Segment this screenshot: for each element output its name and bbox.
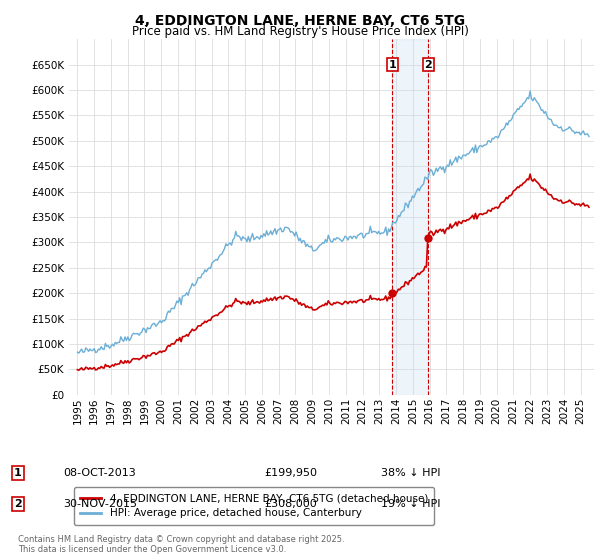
Text: 1: 1 — [388, 59, 396, 69]
Text: 08-OCT-2013: 08-OCT-2013 — [63, 468, 136, 478]
Text: 2: 2 — [14, 499, 22, 509]
Text: 2: 2 — [424, 59, 432, 69]
Text: £308,000: £308,000 — [264, 499, 317, 509]
Bar — [392, 39, 428, 395]
Legend: 4, EDDINGTON LANE, HERNE BAY, CT6 5TG (detached house), HPI: Average price, deta: 4, EDDINGTON LANE, HERNE BAY, CT6 5TG (d… — [74, 487, 434, 525]
Text: 38% ↓ HPI: 38% ↓ HPI — [381, 468, 440, 478]
Text: Contains HM Land Registry data © Crown copyright and database right 2025.
This d: Contains HM Land Registry data © Crown c… — [18, 535, 344, 554]
Text: 30-NOV-2015: 30-NOV-2015 — [63, 499, 137, 509]
Text: Price paid vs. HM Land Registry's House Price Index (HPI): Price paid vs. HM Land Registry's House … — [131, 25, 469, 38]
Text: 4, EDDINGTON LANE, HERNE BAY, CT6 5TG: 4, EDDINGTON LANE, HERNE BAY, CT6 5TG — [135, 14, 465, 28]
Text: 1: 1 — [14, 468, 22, 478]
Text: 19% ↓ HPI: 19% ↓ HPI — [381, 499, 440, 509]
Text: £199,950: £199,950 — [264, 468, 317, 478]
